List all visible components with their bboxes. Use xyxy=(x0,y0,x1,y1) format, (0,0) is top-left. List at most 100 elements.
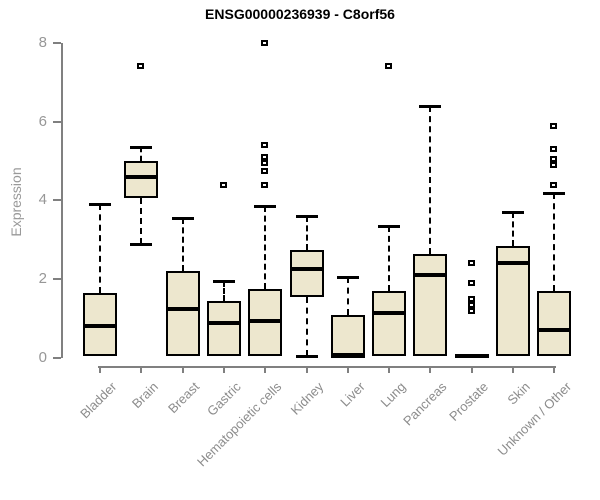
x-tick-label: Skin xyxy=(504,379,533,408)
x-tick-label: Bladder xyxy=(77,379,120,422)
y-tick xyxy=(53,199,61,202)
upper-whisker-cap xyxy=(336,276,359,280)
outlier-point xyxy=(550,156,558,163)
median-line xyxy=(537,328,572,333)
outlier-point xyxy=(261,142,269,149)
median-line xyxy=(206,320,241,325)
outlier-point xyxy=(550,122,558,129)
upper-whisker xyxy=(140,147,143,161)
outlier-point xyxy=(261,154,269,161)
x-tick xyxy=(388,366,391,373)
median-line xyxy=(83,324,117,329)
y-tick-label: 6 xyxy=(38,112,47,130)
upper-whisker-cap xyxy=(212,280,235,284)
outlier-point xyxy=(137,63,145,70)
median-line xyxy=(124,174,159,179)
x-tick-label: Pancreas xyxy=(400,379,451,429)
upper-whisker xyxy=(346,277,349,315)
median-line xyxy=(330,353,365,358)
upper-whisker-cap xyxy=(543,191,566,195)
upper-whisker xyxy=(305,216,308,250)
x-axis-line xyxy=(98,366,557,368)
x-tick-label: Gastric xyxy=(203,379,244,419)
x-tick xyxy=(140,366,143,373)
median-line xyxy=(289,267,324,272)
outlier-point xyxy=(550,146,558,153)
outlier-point xyxy=(467,260,475,267)
upper-whisker xyxy=(99,204,101,293)
outlier-point xyxy=(467,295,475,302)
x-tick-label: Prostate xyxy=(446,379,492,424)
outlier-point xyxy=(467,307,475,314)
x-tick xyxy=(346,366,349,373)
y-tick xyxy=(53,357,61,359)
y-tick xyxy=(53,41,61,44)
x-tick xyxy=(429,366,432,373)
outlier-point xyxy=(261,159,269,166)
upper-whisker-cap xyxy=(254,205,277,209)
y-tick-label: 8 xyxy=(38,33,47,51)
upper-whisker-cap xyxy=(295,215,318,219)
x-tick-label: Unknown / Other xyxy=(494,379,574,459)
x-tick xyxy=(470,366,473,373)
outlier-point xyxy=(550,181,558,188)
outlier-point xyxy=(550,161,558,168)
y-tick xyxy=(53,278,61,281)
box-kidney xyxy=(289,249,324,297)
median-line xyxy=(454,354,489,359)
x-tick-label: Liver xyxy=(336,379,368,410)
median-line xyxy=(248,318,283,323)
box-gastric xyxy=(206,300,241,357)
box-lung xyxy=(372,291,407,357)
outlier-point xyxy=(219,181,227,188)
outlier-point xyxy=(385,63,393,70)
median-line xyxy=(413,273,448,278)
y-axis-line xyxy=(61,42,63,358)
upper-whisker xyxy=(264,206,267,290)
x-tick xyxy=(181,366,184,373)
upper-whisker-cap xyxy=(419,104,442,108)
upper-whisker xyxy=(388,226,391,291)
outlier-point xyxy=(261,167,269,174)
outlier-point xyxy=(261,181,269,188)
upper-whisker-cap xyxy=(130,146,153,150)
x-tick-label: Lung xyxy=(377,379,409,411)
median-line xyxy=(165,306,200,311)
lower-whisker xyxy=(140,198,143,244)
box-liver xyxy=(330,314,365,358)
upper-whisker xyxy=(181,218,184,272)
x-tick xyxy=(222,366,225,373)
upper-whisker-cap xyxy=(171,217,194,221)
outlier-point xyxy=(467,280,475,287)
box-brain xyxy=(124,161,159,199)
x-tick-label: Brain xyxy=(128,379,161,412)
upper-whisker xyxy=(553,192,556,292)
upper-whisker-cap xyxy=(502,211,524,215)
median-line xyxy=(496,261,530,266)
box-breast xyxy=(165,271,200,357)
y-tick-label: 2 xyxy=(38,270,47,288)
y-tick-label: 0 xyxy=(38,349,47,366)
upper-whisker xyxy=(429,105,432,254)
upper-whisker-cap xyxy=(378,225,401,228)
x-tick xyxy=(305,366,308,373)
x-tick-label: Kidney xyxy=(287,379,327,418)
x-tick-label: Breast xyxy=(165,379,203,417)
x-tick xyxy=(512,366,514,373)
upper-whisker-cap xyxy=(89,203,111,207)
x-tick xyxy=(553,366,556,373)
upper-whisker xyxy=(512,212,514,246)
lower-whisker-cap xyxy=(295,355,318,359)
upper-whisker xyxy=(222,281,225,301)
lower-whisker-cap xyxy=(130,242,153,246)
box-unknown-other xyxy=(537,291,572,357)
chart-title: ENSG00000236939 - C8orf56 xyxy=(205,6,395,22)
box-pancreas xyxy=(413,253,448,357)
median-line xyxy=(372,310,407,315)
outlier-point xyxy=(467,301,475,308)
y-tick-label: 4 xyxy=(38,191,47,209)
x-tick xyxy=(99,366,101,373)
x-tick xyxy=(264,366,267,373)
lower-whisker xyxy=(305,296,308,357)
